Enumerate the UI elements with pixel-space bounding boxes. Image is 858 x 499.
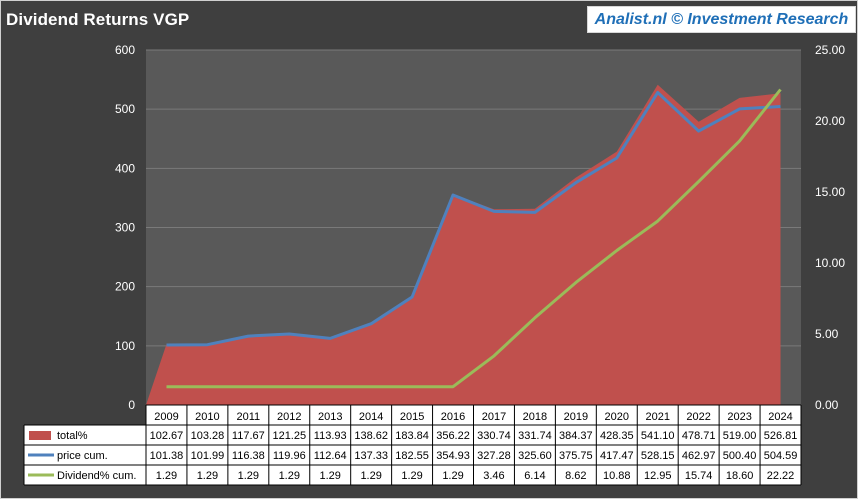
series-total-area [146,84,781,406]
year-label: 2022 [686,411,710,423]
table-cell-value: 330.74 [477,430,511,442]
table-cell-value: 1.29 [279,470,300,482]
left-tick-label: 600 [115,43,135,57]
brand-watermark: Analist.nl © Investment Research [587,6,856,33]
left-tick-label: 100 [115,339,135,353]
series-name: total% [57,430,88,442]
table-cell-value: 183.84 [395,430,429,442]
table-cell-value: 119.96 [273,450,306,462]
table-cell-value: 117.67 [232,430,265,442]
table-cell-value: 22.22 [767,470,795,482]
table-cell-value: 1.29 [442,470,463,482]
legend-swatch-total [29,431,51,440]
table-cell-value: 1.29 [401,470,422,482]
series-name: Dividend% cum. [57,470,136,482]
table-cell-value: 354.93 [436,450,470,462]
table-cell-value: 541.10 [641,430,675,442]
table-cell-value: 1.29 [156,470,177,482]
table-cell-value: 428.35 [600,430,634,442]
year-label: 2012 [277,411,301,423]
year-label: 2009 [154,411,178,423]
table-cell-value: 10.88 [603,470,631,482]
table-cell-value: 113.93 [314,430,347,442]
table-cell-value: 182.55 [395,450,429,462]
table-cell-value: 1.29 [360,470,381,482]
year-label: 2016 [441,411,465,423]
page-title: Dividend Returns VGP [6,10,190,29]
table-cell-value: 1.29 [238,470,259,482]
year-label: 2015 [400,411,424,423]
table-cell-value: 138.62 [354,430,388,442]
table-cell-value: 101.38 [150,450,184,462]
table-cell-value: 384.37 [559,430,593,442]
data-table: 2009 2010 2011 2012 2013 2014 2015 2016 2017 2018… [23,404,802,486]
table-cell-value: 103.28 [191,430,225,442]
year-label: 2018 [523,411,547,423]
year-label: 2017 [482,411,506,423]
series-name: price cum. [57,450,108,462]
left-tick-label: 0 [128,398,135,412]
table-cell-value: 417.47 [600,450,634,462]
right-tick-label: 5.00 [815,327,839,341]
table-cell-value: 500.40 [723,450,757,462]
right-tick-label: 10.00 [815,256,845,270]
table-cell-value: 101.99 [191,450,225,462]
table-cell-value: 112.64 [314,450,347,462]
year-label: 2010 [195,411,219,423]
year-label: 2023 [727,411,751,423]
table-cell-value: 102.67 [150,430,184,442]
table-cell-value: 327.28 [477,450,511,462]
year-label: 2024 [768,411,792,423]
series-price-line [166,91,781,347]
left-tick-label: 300 [115,221,135,235]
table-cell-value: 1.29 [320,470,341,482]
year-label: 2013 [318,411,342,423]
table-cell-value: 137.33 [354,450,388,462]
table-cell-value: 1.29 [197,470,218,482]
table-cell-value: 8.62 [565,470,586,482]
left-tick-label: 500 [115,102,135,116]
table-cell-value: 3.46 [483,470,504,482]
year-label: 2019 [564,411,588,423]
table-cell-value: 519.00 [723,430,757,442]
table-cell-value: 116.38 [232,450,265,462]
table-cell-value: 528.15 [641,450,675,462]
left-axis-ticks: 0 100 200 300 400 500 600 [115,43,135,412]
right-tick-label: 20.00 [815,114,845,128]
table-cell-value: 331.74 [518,430,552,442]
table-cell-value: 6.14 [524,470,545,482]
right-tick-label: 25.00 [815,43,845,57]
year-label: 2020 [605,411,629,423]
table-cell-value: 462.97 [682,450,716,462]
series-dividend-line [166,88,782,389]
table-body-bg [24,425,801,485]
table-cell-value: 15.74 [685,470,713,482]
table-cell-value: 478.71 [682,430,716,442]
table-cell-value: 526.81 [764,430,798,442]
right-tick-label: 0.00 [815,398,839,412]
table-cell-value: 375.75 [559,450,593,462]
table-cell-value: 18.60 [726,470,754,482]
year-label: 2014 [359,411,383,423]
table-cell-value: 356.22 [436,430,470,442]
table-cell-value: 121.25 [272,430,306,442]
left-tick-label: 400 [115,161,135,175]
right-axis-ticks: 0.00 5.00 10.00 15.00 20.00 25.00 [815,43,845,412]
right-tick-label: 15.00 [815,185,845,199]
year-label: 2011 [237,411,261,423]
left-tick-label: 200 [115,280,135,294]
year-label: 2021 [645,411,669,423]
table-cell-value: 504.59 [764,450,798,462]
table-cell-value: 12.95 [644,470,672,482]
table-cell-value: 325.60 [518,450,552,462]
